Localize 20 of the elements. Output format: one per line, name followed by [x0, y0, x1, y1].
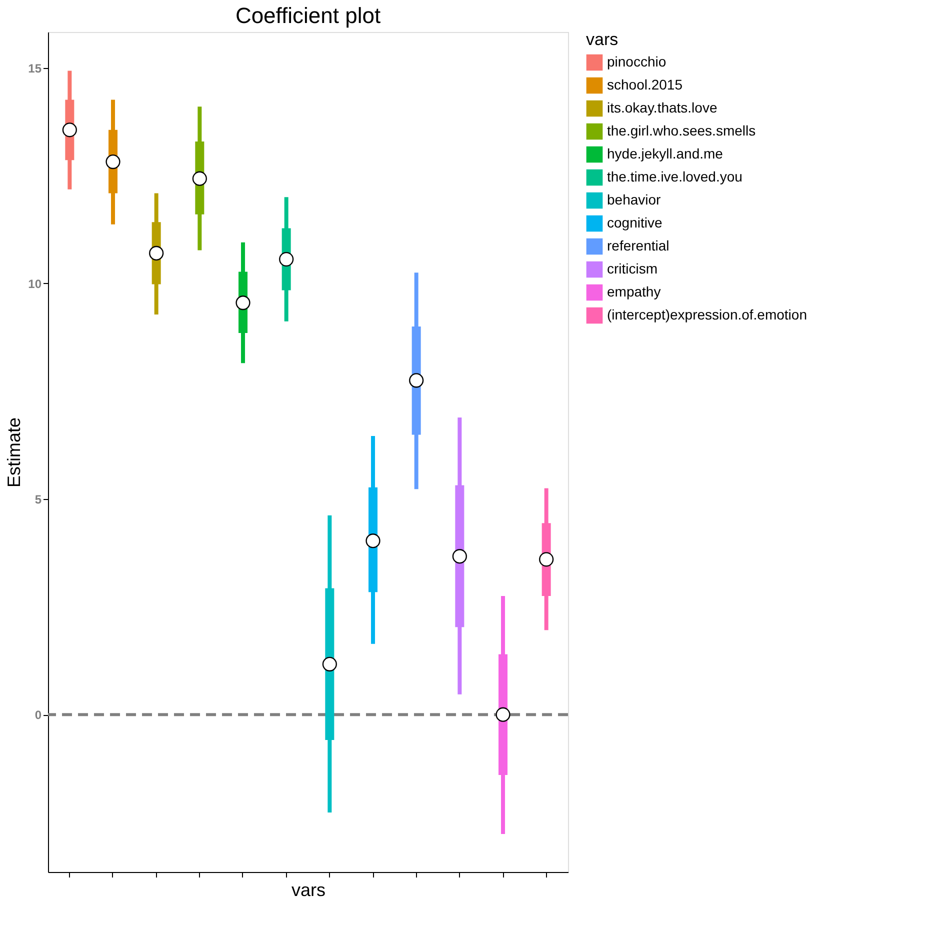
legend-label: hyde.jekyll.and.me [607, 146, 724, 162]
y-tick-label: 0 [34, 708, 42, 722]
x-axis-title: vars [291, 880, 326, 900]
legend-label: cognitive [607, 214, 662, 230]
legend-label: criticism [607, 260, 658, 276]
legend-label: its.okay.thats.love [607, 100, 718, 116]
chart-title: Coefficient plot [235, 3, 381, 28]
legend-label: the.girl.who.sees.smells [607, 122, 756, 138]
y-axis-title: Estimate [4, 417, 24, 488]
y-tick-label: 10 [28, 276, 42, 291]
legend-title: vars [586, 30, 618, 49]
legend-label: pinocchio [607, 54, 666, 70]
legend-label: empathy [607, 284, 661, 300]
y-tick-label: 15 [28, 61, 42, 76]
legend-label: behavior [607, 192, 662, 208]
legend-label: school.2015 [607, 76, 683, 92]
legend-label: the.time.ive.loved.you [607, 168, 742, 184]
legend-label: referential [607, 238, 670, 254]
legend-label: (intercept)expression.of.emotion [607, 306, 807, 322]
y-tick-label: 5 [34, 492, 42, 506]
